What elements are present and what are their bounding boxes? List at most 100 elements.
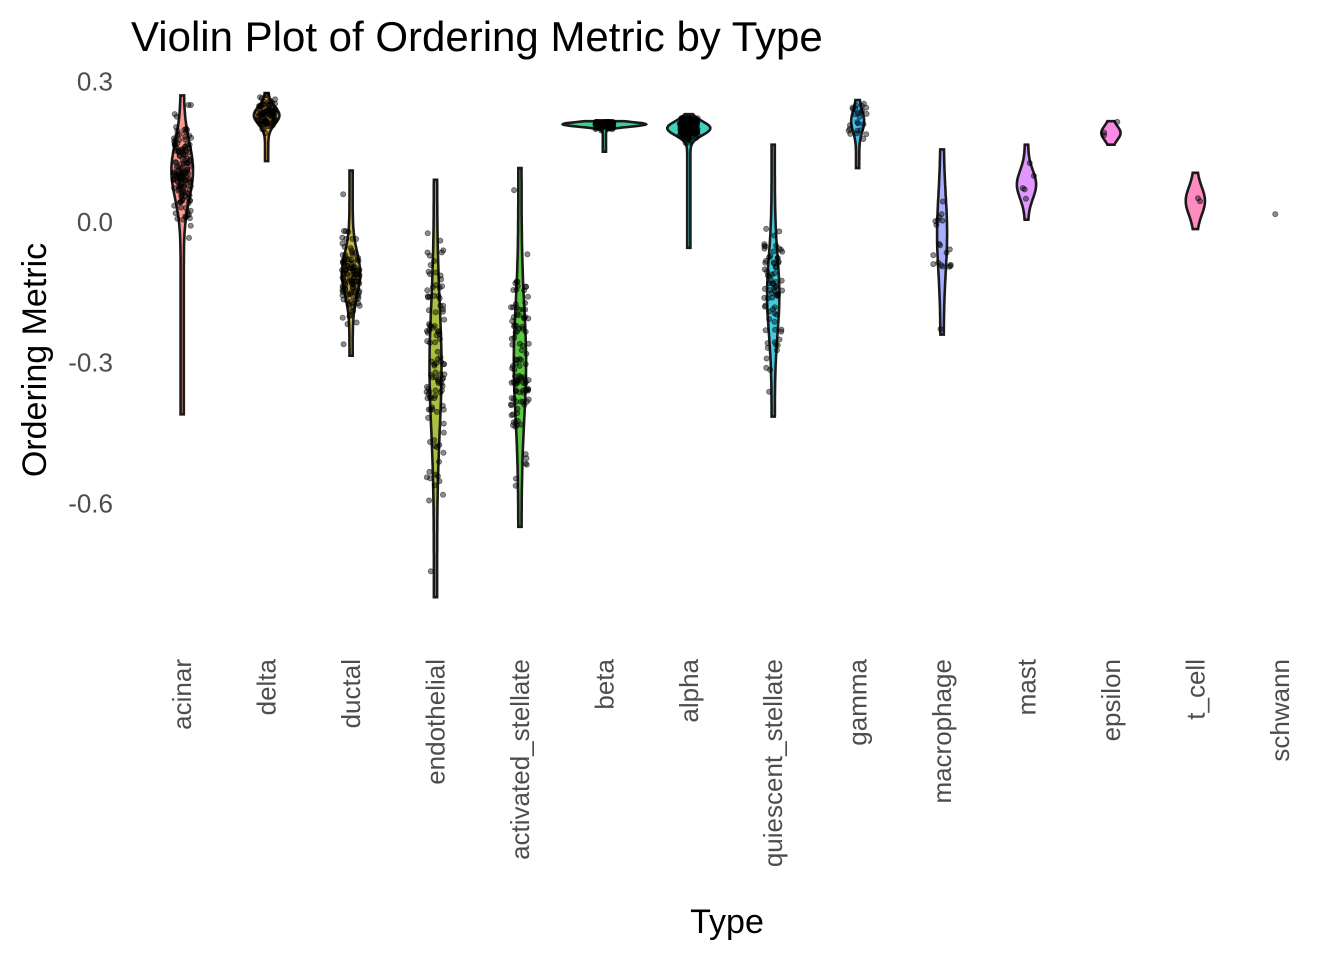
data-point bbox=[173, 124, 180, 131]
data-point bbox=[691, 124, 698, 131]
data-point bbox=[1026, 159, 1033, 166]
data-point bbox=[179, 146, 186, 153]
data-point bbox=[518, 347, 525, 354]
data-point bbox=[430, 324, 437, 331]
data-point bbox=[1030, 172, 1037, 179]
data-point bbox=[423, 383, 430, 390]
x-tick-label: schwann bbox=[1265, 659, 1295, 762]
x-tick-label: t_cell bbox=[1180, 659, 1210, 720]
data-point bbox=[440, 429, 447, 436]
data-point bbox=[426, 497, 433, 504]
data-point bbox=[766, 315, 773, 322]
data-point bbox=[511, 366, 518, 373]
data-point bbox=[509, 411, 516, 418]
violin-layer bbox=[170, 91, 1207, 599]
data-point bbox=[263, 121, 270, 128]
data-point bbox=[773, 341, 780, 348]
data-point bbox=[524, 387, 531, 394]
violin-alpha bbox=[665, 112, 712, 250]
data-point bbox=[433, 408, 440, 415]
y-axis-label: Ordering Metric bbox=[16, 243, 54, 477]
data-point bbox=[339, 314, 346, 321]
data-point bbox=[429, 406, 436, 413]
data-point bbox=[182, 214, 189, 221]
data-point bbox=[439, 402, 446, 409]
data-point bbox=[769, 294, 776, 301]
data-point bbox=[441, 316, 448, 323]
data-point bbox=[677, 131, 684, 138]
data-point bbox=[170, 184, 177, 191]
data-point bbox=[521, 314, 528, 321]
data-point bbox=[427, 475, 434, 482]
data-point bbox=[434, 348, 441, 355]
data-point bbox=[424, 230, 431, 237]
y-axis-ticks: 0.3 0.0 -0.3 -0.6 bbox=[68, 66, 113, 518]
x-tick-label: quiescent_stellate bbox=[758, 659, 788, 867]
data-point bbox=[170, 135, 177, 142]
data-point bbox=[440, 420, 447, 427]
data-point bbox=[859, 107, 866, 114]
data-point bbox=[344, 321, 351, 328]
violin-macrophage bbox=[935, 148, 949, 336]
data-point bbox=[346, 264, 353, 271]
data-point bbox=[761, 285, 768, 292]
data-point bbox=[355, 300, 362, 307]
data-point bbox=[436, 335, 443, 342]
data-point bbox=[438, 387, 445, 394]
data-point bbox=[339, 240, 346, 247]
x-tick-label: ductal bbox=[336, 659, 366, 728]
data-point bbox=[176, 136, 183, 143]
data-point bbox=[849, 104, 856, 111]
data-point bbox=[939, 198, 946, 205]
data-point bbox=[343, 235, 350, 242]
x-tick-label: beta bbox=[589, 658, 619, 709]
data-point bbox=[863, 131, 870, 138]
data-point bbox=[350, 281, 357, 288]
x-axis-label: Type bbox=[690, 903, 764, 941]
data-point bbox=[177, 198, 184, 205]
data-point bbox=[437, 302, 444, 309]
data-point bbox=[516, 312, 523, 319]
data-point bbox=[770, 248, 777, 255]
x-tick-label: alpha bbox=[674, 658, 704, 722]
data-point bbox=[429, 374, 436, 381]
data-point bbox=[430, 292, 437, 299]
data-point bbox=[525, 340, 532, 347]
jitter-points-layer bbox=[170, 92, 1279, 575]
data-point bbox=[939, 217, 946, 224]
data-point bbox=[426, 271, 433, 278]
data-point bbox=[437, 354, 444, 361]
data-point bbox=[439, 308, 446, 315]
data-point bbox=[355, 254, 362, 261]
data-point bbox=[348, 298, 355, 305]
data-point bbox=[346, 313, 353, 320]
data-point bbox=[340, 286, 347, 293]
data-point bbox=[1021, 186, 1028, 193]
data-point bbox=[930, 261, 937, 268]
data-point bbox=[512, 356, 519, 363]
data-point bbox=[516, 306, 523, 313]
data-point bbox=[935, 259, 942, 266]
data-point bbox=[438, 249, 445, 256]
data-point bbox=[184, 208, 191, 215]
data-point bbox=[345, 228, 352, 235]
data-point bbox=[177, 175, 184, 182]
data-point bbox=[771, 270, 778, 277]
data-point bbox=[860, 100, 867, 107]
data-point bbox=[522, 306, 529, 313]
data-point bbox=[431, 482, 438, 489]
x-tick-label: mast bbox=[1012, 658, 1042, 715]
data-point bbox=[776, 228, 783, 235]
data-point bbox=[693, 129, 700, 136]
data-point bbox=[172, 210, 179, 217]
data-point bbox=[262, 109, 269, 116]
data-point bbox=[524, 251, 531, 258]
data-point bbox=[514, 410, 521, 417]
data-point bbox=[605, 119, 612, 126]
data-point bbox=[512, 482, 519, 489]
data-point bbox=[437, 272, 444, 279]
data-point bbox=[855, 120, 862, 127]
data-point bbox=[763, 225, 770, 232]
data-point bbox=[1114, 118, 1121, 125]
data-point bbox=[938, 211, 945, 218]
